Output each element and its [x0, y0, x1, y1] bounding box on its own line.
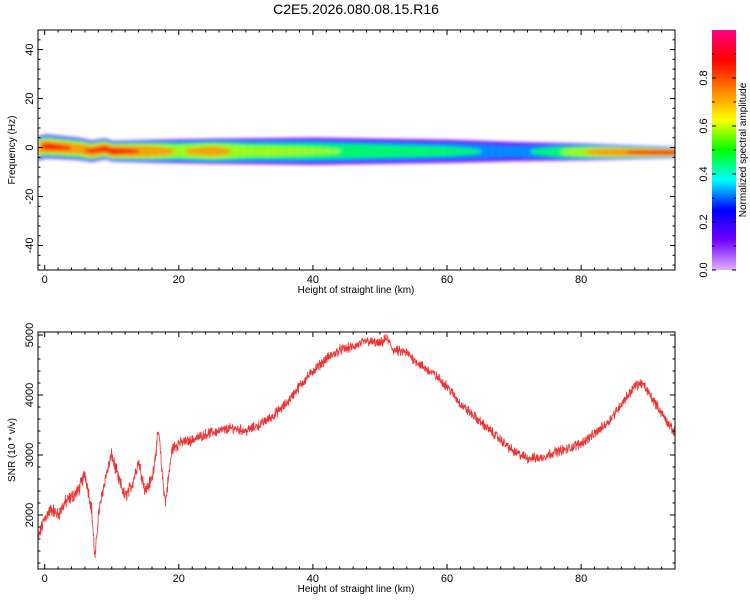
x-tick-label: 40 — [307, 274, 319, 286]
colorbar-tick-label: 0.4 — [698, 166, 710, 181]
y-tick-label: 0 — [24, 144, 36, 150]
colorbar-tick-label: 0.8 — [698, 70, 710, 85]
colorbar-label: Normalized spectral amplitude — [738, 82, 749, 217]
snr-x-ticks: 0 20 40 60 80 — [42, 332, 676, 585]
figure-title: C2E5.2026.080.08.15.R16 — [273, 1, 439, 17]
snr-frame — [37, 331, 676, 570]
spectrogram-panel: 0 20 40 60 80 -40 -20 0 20 40 Height of straight… — [7, 29, 676, 296]
x-tick-label: 40 — [307, 573, 319, 585]
colorbar-tick-label: 0.0 — [698, 262, 710, 277]
snr-y-ticks: 2000 3000 4000 5000 — [24, 323, 675, 564]
colorbar-ticks: 0.0 0.2 0.4 0.6 0.8 — [698, 53, 736, 278]
x-tick-label: 60 — [441, 573, 453, 585]
y-tick-label: 3000 — [24, 443, 36, 467]
spectrogram-x-ticks: 0 20 40 60 80 — [42, 30, 676, 286]
x-tick-label: 20 — [173, 274, 185, 286]
y-tick-label: 5000 — [24, 323, 36, 347]
spectrogram-x-axis-label: Height of straight line (km) — [298, 285, 415, 296]
x-tick-label: 80 — [575, 573, 587, 585]
spectrogram-heatmap — [38, 134, 675, 165]
y-tick-label: -20 — [24, 189, 36, 205]
x-tick-label: 0 — [42, 274, 48, 286]
colorbar-tick-label: 0.6 — [698, 118, 710, 133]
y-tick-label: 20 — [24, 92, 36, 104]
colorbar-tick-label: 0.2 — [698, 214, 710, 229]
colorbar: 0.0 0.2 0.4 0.6 0.8 Normalized spectral ampl… — [698, 30, 749, 278]
spectrogram-y-ticks: -40 -20 0 20 40 — [24, 39, 675, 266]
y-tick-label: -40 — [24, 238, 36, 254]
colorbar-gradient — [712, 30, 736, 270]
snr-x-axis-label: Height of straight line (km) — [298, 584, 415, 595]
y-tick-label: 4000 — [24, 383, 36, 407]
x-tick-label: 60 — [441, 274, 453, 286]
y-tick-label: 40 — [24, 43, 36, 55]
snr-panel: 0 20 40 60 80 2000 3000 4000 5000 Height of str… — [7, 323, 676, 595]
spectrogram-y-axis-label: Frequency (Hz) — [7, 116, 18, 185]
x-tick-label: 20 — [173, 573, 185, 585]
spectrogram-frame — [37, 29, 676, 271]
snr-series-line — [38, 333, 675, 559]
x-tick-label: 80 — [575, 274, 587, 286]
x-tick-label: 0 — [42, 573, 48, 585]
y-tick-label: 2000 — [24, 503, 36, 527]
snr-y-axis-label: SNR (10 * v/v) — [7, 418, 18, 482]
